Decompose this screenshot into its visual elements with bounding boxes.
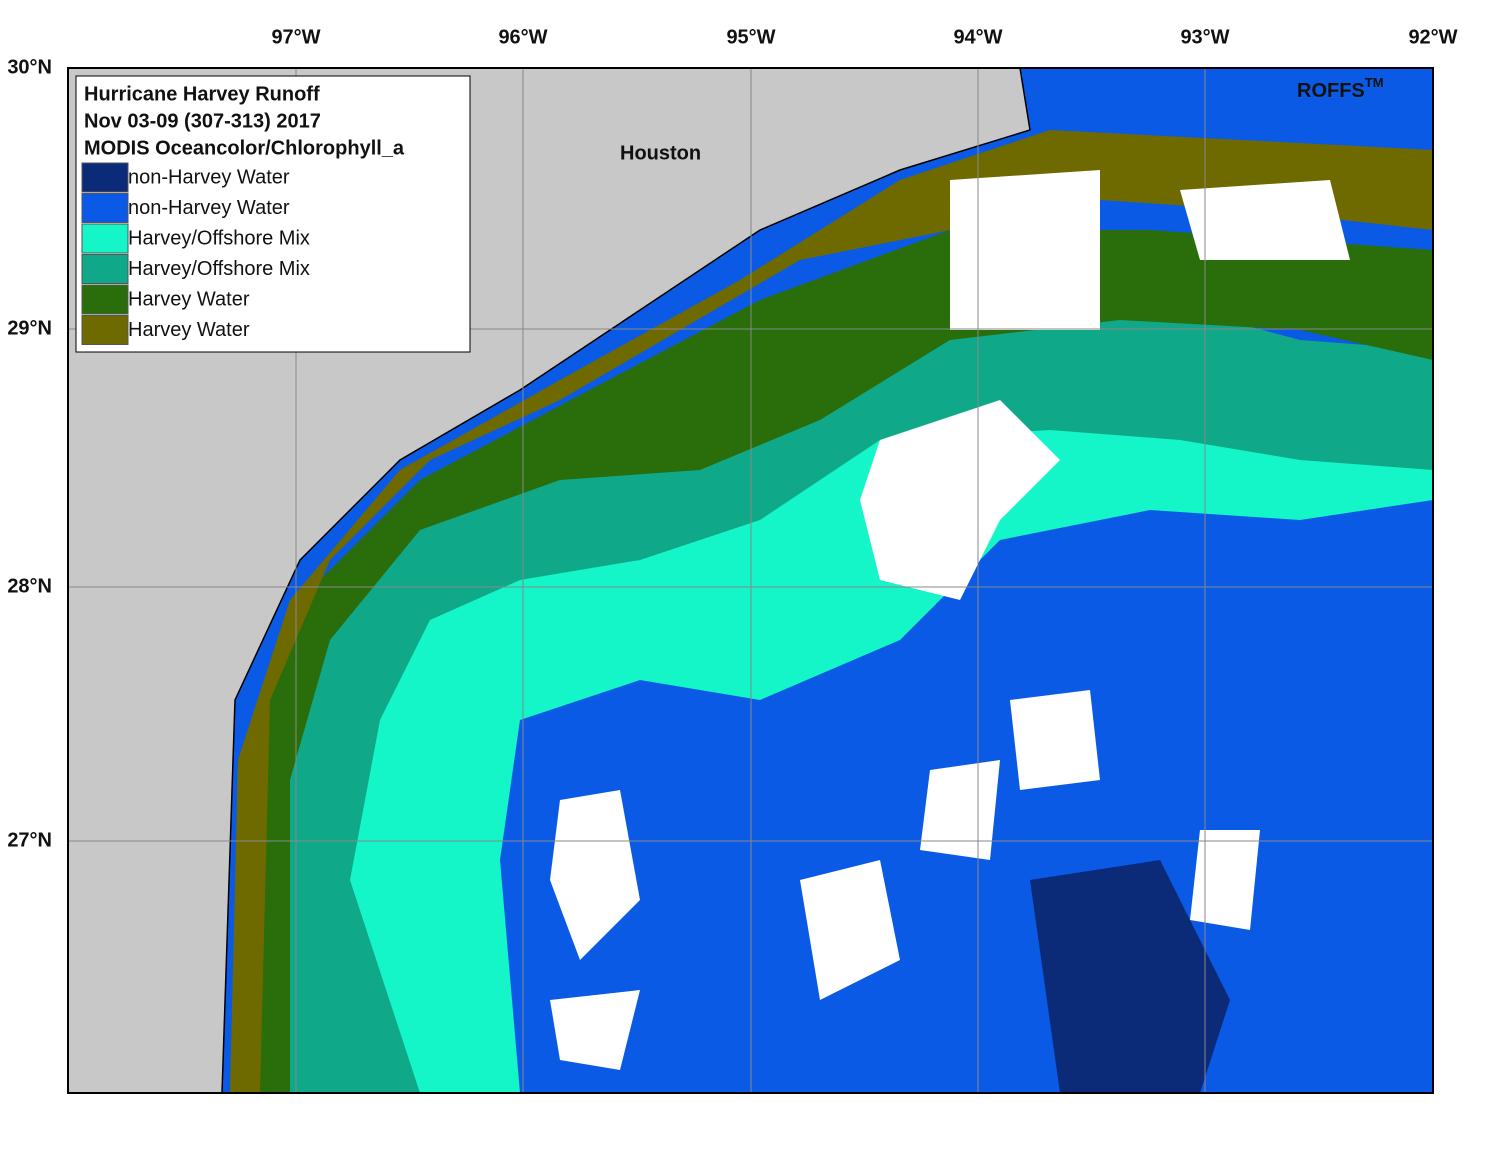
legend-label: Harvey Water <box>128 319 250 341</box>
harvey-dark <box>230 230 1433 1093</box>
legend-swatch <box>81 193 129 223</box>
frame <box>67 67 1434 1094</box>
place-label: Houston <box>620 142 701 164</box>
legend-swatch <box>81 315 129 345</box>
legend-label: Harvey/Offshore Mix <box>128 227 310 249</box>
brand: ROFFSTM <box>1297 75 1384 102</box>
lon-label: 93°W <box>1180 26 1229 48</box>
lat-label: 28°N <box>7 575 52 597</box>
brand-name: ROFFS <box>1297 80 1365 102</box>
deep-water <box>1030 860 1230 1093</box>
lon-label: 94°W <box>953 26 1002 48</box>
legend-swatch <box>81 284 129 315</box>
legend-swatch <box>81 162 129 193</box>
labels: 97°W 96°W 95°W 94°W 93°W 92°W 30°N 29°N 28°N 27°N… <box>7 26 1457 851</box>
legend-label: non-Harvey Water <box>128 166 290 188</box>
brand-mark: TM <box>1365 75 1384 90</box>
legend-label: Harvey Water <box>128 288 250 310</box>
legend-title: Hurricane Harvey Runoff <box>84 83 320 105</box>
legend-title: MODIS Oceancolor/Chlorophyll_a <box>84 137 405 159</box>
legend-title: Nov 03-09 (307-313) 2017 <box>84 110 321 132</box>
legend-swatch <box>81 223 129 254</box>
legend-label: Harvey/Offshore Mix <box>128 258 310 280</box>
lat-label: 30°N <box>7 56 52 78</box>
legend-swatch <box>81 254 129 284</box>
legend-label: non-Harvey Water <box>128 197 290 219</box>
lon-label: 96°W <box>498 26 547 48</box>
cloud-gaps <box>550 170 1350 1070</box>
lon-label: 92°W <box>1408 26 1457 48</box>
legend <box>75 75 471 353</box>
lat-label: 29°N <box>7 317 52 339</box>
lon-label: 95°W <box>726 26 775 48</box>
lat-label: 27°N <box>7 829 52 851</box>
lon-label: 97°W <box>271 26 320 48</box>
